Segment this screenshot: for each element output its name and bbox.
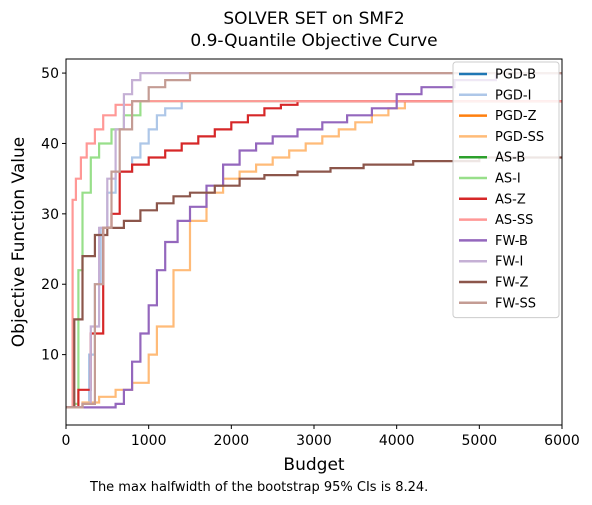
chart-caption: The max halfwidth of the bootstrap 95% C… [90,480,429,495]
y-tick-label: 10 [41,348,59,364]
x-axis-label: Budget [283,455,344,475]
legend-label-as-ss: AS-SS [495,213,533,228]
legend-label-as-z: AS-Z [495,192,526,207]
series-line-fw-z [66,156,562,409]
legend-label-fw-z: FW-Z [495,276,528,291]
series-lines [66,72,562,409]
legend: PGD-B PGD-I PGD-Z PGD-SS AS-B AS-I AS-Z AS-SS FW… [452,61,560,319]
legend-label-pgd-z: PGD-Z [495,109,537,124]
y-tick-label: 30 [41,207,59,223]
x-tick-label: 3000 [296,433,332,449]
series-line-as-ss [66,100,562,409]
y-axis-ticks: 10 20 30 40 50 [41,66,66,364]
y-tick-label: 40 [41,136,59,152]
legend-label-fw-b: FW-B [495,234,528,249]
x-tick-label: 5000 [462,433,498,449]
series-line-fw-ss [66,72,562,409]
legend-box [452,61,560,319]
x-tick-label: 2000 [214,433,250,449]
legend-label-pgd-i: PGD-I [495,88,531,103]
y-axis-label: Objective Function Value [9,137,29,347]
chart-title: SOLVER SET on SMF2 [223,9,404,29]
x-tick-label: 4000 [379,433,415,449]
y-tick-label: 20 [41,277,59,293]
legend-label-fw-i: FW-I [495,255,523,270]
legend-label-fw-ss: FW-SS [495,296,536,311]
legend-label-as-b: AS-B [495,151,525,166]
legend-label-pgd-b: PGD-B [495,68,536,83]
legend-label-as-i: AS-I [495,172,521,187]
legend-label-pgd-ss: PGD-SS [495,130,544,145]
x-axis-ticks: 0 1000 2000 3000 4000 5000 6000 [62,425,580,449]
x-tick-label: 6000 [544,433,580,449]
y-tick-label: 50 [41,66,59,82]
series-line-fw-b [66,72,562,409]
chart-subtitle: 0.9-Quantile Objective Curve [190,31,437,51]
x-tick-label: 1000 [131,433,167,449]
x-tick-label: 0 [62,433,71,449]
